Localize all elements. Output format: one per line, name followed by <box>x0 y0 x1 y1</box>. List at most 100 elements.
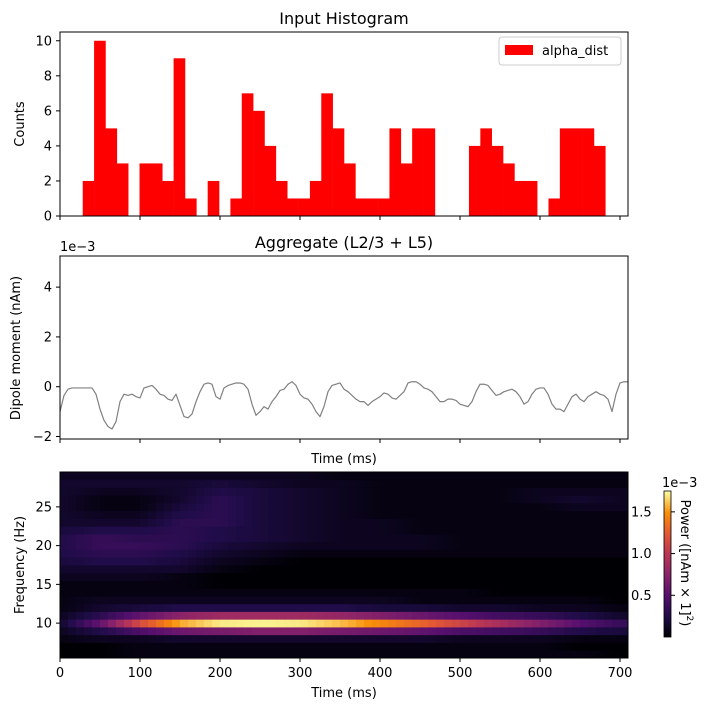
heatmap-cell <box>148 588 157 597</box>
heatmap-cell <box>92 580 101 589</box>
heatmap-cell <box>252 487 261 496</box>
heatmap-cell <box>556 518 565 527</box>
histogram-bar <box>332 128 345 216</box>
colorbar-tick-label: 0.5 <box>631 589 652 604</box>
heatmap-cell <box>204 472 213 481</box>
heatmap-cell <box>292 642 301 651</box>
heatmap-cell <box>564 611 573 620</box>
heatmap-cell <box>580 603 589 612</box>
heatmap-cell <box>276 565 285 574</box>
x-tick-label: 500 <box>448 666 473 681</box>
heatmap-cell <box>92 510 101 519</box>
heatmap-cell <box>412 565 421 574</box>
heatmap-cell <box>556 572 565 581</box>
heatmap-cell <box>596 642 605 651</box>
heatmap-cell <box>84 588 93 597</box>
heatmap-cell <box>556 603 565 612</box>
heatmap-cell <box>588 611 597 620</box>
heatmap-cell <box>548 580 557 589</box>
heatmap-cell <box>540 580 549 589</box>
heatmap-cell <box>252 650 261 659</box>
heatmap-cell <box>596 565 605 574</box>
heatmap-cell <box>244 526 253 535</box>
heatmap-cell <box>188 634 197 643</box>
heatmap-cell <box>92 487 101 496</box>
heatmap-cell <box>276 557 285 566</box>
heatmap-cell <box>556 503 565 512</box>
heatmap-cell <box>188 541 197 550</box>
heatmap-cell <box>564 526 573 535</box>
heatmap-cell <box>444 627 453 636</box>
heatmap-cell <box>540 472 549 481</box>
heatmap-cell <box>84 603 93 612</box>
dipole-trace <box>59 381 628 430</box>
heatmap-cell <box>60 572 69 581</box>
heatmap-cell <box>404 596 413 605</box>
heatmap-cell <box>324 611 333 620</box>
y-tick-label: 10 <box>35 617 52 632</box>
heatmap-cell <box>588 634 597 643</box>
heatmap-cell <box>84 627 93 636</box>
heatmap-cell <box>460 565 469 574</box>
heatmap-cell <box>212 557 221 566</box>
heatmap-cell <box>84 650 93 659</box>
y-tick-label: 4 <box>44 139 52 154</box>
heatmap-cell <box>596 503 605 512</box>
heatmap-cell <box>196 557 205 566</box>
heatmap-cell <box>444 634 453 643</box>
heatmap-cell <box>396 642 405 651</box>
heatmap-cell <box>204 580 213 589</box>
heatmap-cell <box>284 557 293 566</box>
heatmap-cell <box>596 580 605 589</box>
heatmap-cell <box>76 534 85 543</box>
heatmap-cell <box>420 642 429 651</box>
heatmap-cell <box>84 510 93 519</box>
histogram-bar <box>525 180 538 216</box>
heatmap-cell <box>292 603 301 612</box>
heatmap-cell <box>604 479 613 488</box>
heatmap-cell <box>140 565 149 574</box>
heatmap-cell <box>84 472 93 481</box>
heatmap-cell <box>148 549 157 558</box>
heatmap-cell <box>476 549 485 558</box>
heatmap-cell <box>572 572 581 581</box>
histogram-title: Input Histogram <box>279 9 409 28</box>
heatmap-cell <box>148 580 157 589</box>
heatmap-cell <box>212 526 221 535</box>
histogram-bar <box>173 58 186 217</box>
heatmap-cell <box>236 549 245 558</box>
heatmap-cell <box>588 580 597 589</box>
heatmap-cell <box>380 479 389 488</box>
heatmap-cell <box>548 611 557 620</box>
heatmap-cell <box>508 588 517 597</box>
heatmap-cell <box>420 572 429 581</box>
heatmap-cell <box>396 534 405 543</box>
heatmap-cell <box>76 518 85 527</box>
heatmap-cell <box>564 596 573 605</box>
heatmap-cell <box>244 572 253 581</box>
heatmap-cell <box>604 634 613 643</box>
heatmap-cell <box>500 557 509 566</box>
heatmap-cell <box>364 588 373 597</box>
heatmap-cell <box>76 611 85 620</box>
heatmap-cell <box>332 580 341 589</box>
heatmap-cell <box>204 479 213 488</box>
heatmap-cell <box>332 557 341 566</box>
heatmap-cell <box>356 619 365 628</box>
heatmap-cell <box>492 565 501 574</box>
heatmap-cell <box>268 596 277 605</box>
heatmap-cell <box>164 479 173 488</box>
heatmap-cell <box>508 510 517 519</box>
heatmap-cell <box>356 588 365 597</box>
heatmap-cell <box>100 479 109 488</box>
heatmap-cell <box>524 518 533 527</box>
heatmap-cell <box>604 534 613 543</box>
heatmap-cell <box>316 503 325 512</box>
heatmap-cell <box>140 603 149 612</box>
heatmap-cell <box>444 611 453 620</box>
heatmap-cell <box>156 541 165 550</box>
heatmap-cell <box>180 627 189 636</box>
heatmap-cell <box>612 565 621 574</box>
heatmap-cell <box>580 596 589 605</box>
